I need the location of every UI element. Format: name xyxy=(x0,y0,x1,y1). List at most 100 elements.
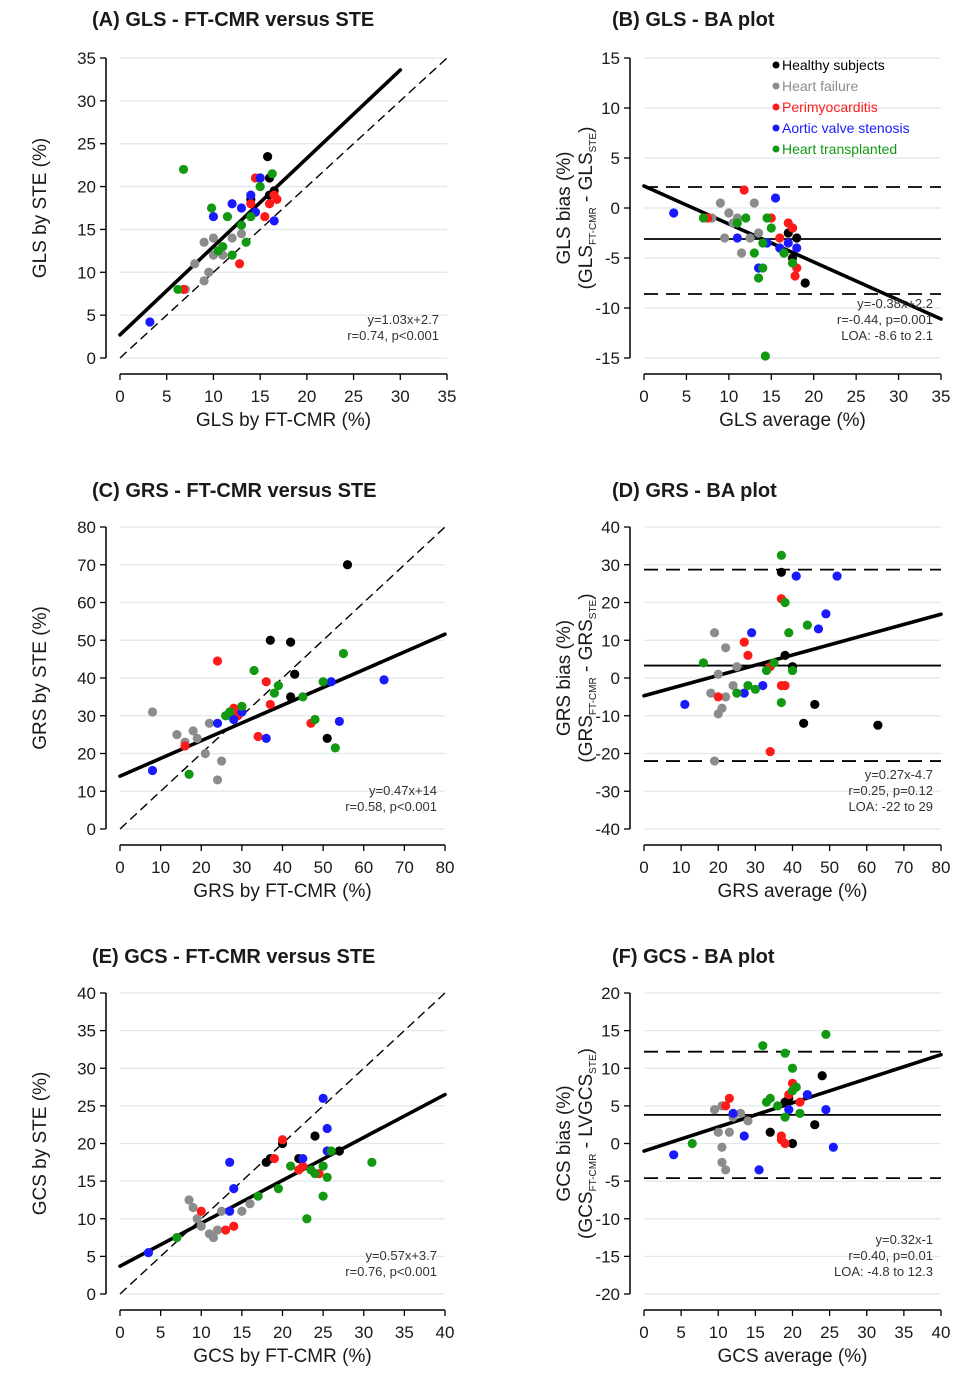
stat-annotation: LOA: -22 to 29 xyxy=(848,799,933,814)
data-point-transplanted xyxy=(241,237,251,247)
y-tick-label: 10 xyxy=(601,631,620,650)
y-axis-sublabel: (GCSFT-CMR - LVGCSSTE) xyxy=(576,1048,599,1239)
data-point-transplanted xyxy=(802,620,812,630)
data-point-aortic xyxy=(828,1142,838,1152)
y-tick-label: 30 xyxy=(77,1059,96,1078)
stat-annotation: y=1.03x+2.7 xyxy=(367,312,439,327)
data-point-healthy xyxy=(780,650,790,660)
data-point-heart-failure xyxy=(212,1225,223,1235)
data-point-transplanted xyxy=(795,1108,805,1118)
data-point-healthy xyxy=(342,560,353,570)
data-point-transplanted xyxy=(286,1161,296,1171)
legend-marker xyxy=(772,145,780,153)
data-point-perimyocarditis xyxy=(260,211,270,222)
x-axis-label: GRS by FT-CMR (%) xyxy=(193,881,371,902)
data-point-aortic xyxy=(212,718,223,728)
data-point-healthy xyxy=(810,1120,820,1130)
data-point-transplanted xyxy=(769,658,779,668)
data-point-transplanted xyxy=(225,707,235,717)
data-point-aortic xyxy=(326,677,336,687)
data-point-aortic xyxy=(739,688,749,698)
label-part: ) xyxy=(576,1048,597,1054)
legend-marker xyxy=(772,61,780,69)
data-point-transplanted xyxy=(776,550,786,560)
data-point-transplanted xyxy=(758,1041,768,1051)
data-point-aortic xyxy=(147,765,158,776)
x-tick-label: 35 xyxy=(438,387,457,406)
data-point-transplanted xyxy=(787,258,798,268)
data-point-perimyocarditis xyxy=(261,677,271,687)
data-point-aortic xyxy=(739,1131,749,1141)
panel-title: (A) GLS - FT-CMR versus STE xyxy=(92,9,374,31)
data-point-heart-failure xyxy=(732,662,742,672)
data-point-heart-failure xyxy=(709,628,720,638)
data-point-transplanted xyxy=(273,680,284,691)
subscript: STE xyxy=(588,133,599,153)
data-point-transplanted xyxy=(780,1048,790,1058)
y-axis-label: GCS bias (%) xyxy=(554,1085,575,1201)
data-point-transplanted xyxy=(787,1086,798,1096)
data-point-aortic xyxy=(227,199,237,209)
y-tick-label: -15 xyxy=(595,349,620,368)
data-point-heart-failure xyxy=(720,233,730,243)
data-point-healthy xyxy=(799,718,809,728)
plot-area xyxy=(642,550,943,766)
data-point-heart-failure xyxy=(717,703,727,713)
x-tick-label: 70 xyxy=(395,858,414,877)
data-point-aortic xyxy=(821,609,831,619)
data-point-transplanted xyxy=(741,213,751,223)
data-point-transplanted xyxy=(784,628,794,638)
data-point-heart-failure xyxy=(724,1127,734,1137)
data-point-aortic xyxy=(758,680,768,691)
y-tick-label: 10 xyxy=(77,1210,96,1229)
legend-entry: Healthy subjects xyxy=(782,57,885,73)
panel-title: (D) GRS - BA plot xyxy=(612,480,777,502)
y-tick-label: 10 xyxy=(601,1059,620,1078)
data-point-healthy xyxy=(873,720,883,730)
data-point-transplanted xyxy=(698,658,709,668)
data-point-aortic xyxy=(255,173,265,183)
data-point-healthy xyxy=(322,733,332,744)
data-point-perimyocarditis xyxy=(724,1093,734,1103)
stat-annotation: r=0.74, p<0.001 xyxy=(347,328,439,343)
y-tick-label: 20 xyxy=(77,178,96,197)
data-point-perimyocarditis xyxy=(253,731,263,742)
identity-line xyxy=(119,57,448,359)
x-tick-label: 20 xyxy=(804,387,823,406)
data-point-heart-failure xyxy=(188,1202,198,1213)
data-point-transplanted xyxy=(749,248,759,258)
data-point-perimyocarditis xyxy=(739,637,749,647)
data-point-heart-failure xyxy=(724,208,734,218)
data-point-transplanted xyxy=(249,665,259,676)
data-point-transplanted xyxy=(761,665,772,676)
data-point-transplanted xyxy=(780,1112,790,1122)
regression-line xyxy=(118,68,403,337)
x-tick-label: 60 xyxy=(354,858,373,877)
x-tick-label: 5 xyxy=(676,1323,685,1342)
y-tick-label: -10 xyxy=(595,299,620,318)
y-tick-label: 5 xyxy=(611,1097,620,1116)
data-point-aortic xyxy=(322,1123,332,1134)
data-point-transplanted xyxy=(758,263,768,273)
data-point-transplanted xyxy=(750,684,760,694)
data-point-transplanted xyxy=(246,211,256,222)
x-tick-label: 20 xyxy=(297,387,316,406)
y-tick-label: 40 xyxy=(77,984,96,1003)
stat-annotation: y=0.47x+14 xyxy=(369,783,437,798)
panel-f: -20 -15 -10 -5 0 5 10 15 20 0 5 10 15 20 25 30 35 40 (F) G… xyxy=(554,946,950,1367)
data-point-heart-failure xyxy=(216,1206,227,1216)
identity-line xyxy=(119,526,446,830)
legend-entry: Heart transplanted xyxy=(782,141,897,157)
data-point-heart-failure xyxy=(190,259,200,269)
data-point-transplanted xyxy=(766,223,776,233)
regression-line xyxy=(642,184,943,321)
data-point-heart-failure xyxy=(721,1165,731,1175)
label-part: (GRS xyxy=(576,715,597,763)
stat-annotation: y=-0.38x+2.2 xyxy=(857,296,933,311)
legend-entry: Aortic valve stenosis xyxy=(782,120,910,136)
legend-entry: Heart failure xyxy=(782,78,858,94)
data-point-perimyocarditis xyxy=(780,680,790,691)
x-tick-label: 35 xyxy=(932,387,951,406)
data-point-aortic xyxy=(261,733,271,744)
data-point-transplanted xyxy=(322,1172,332,1182)
